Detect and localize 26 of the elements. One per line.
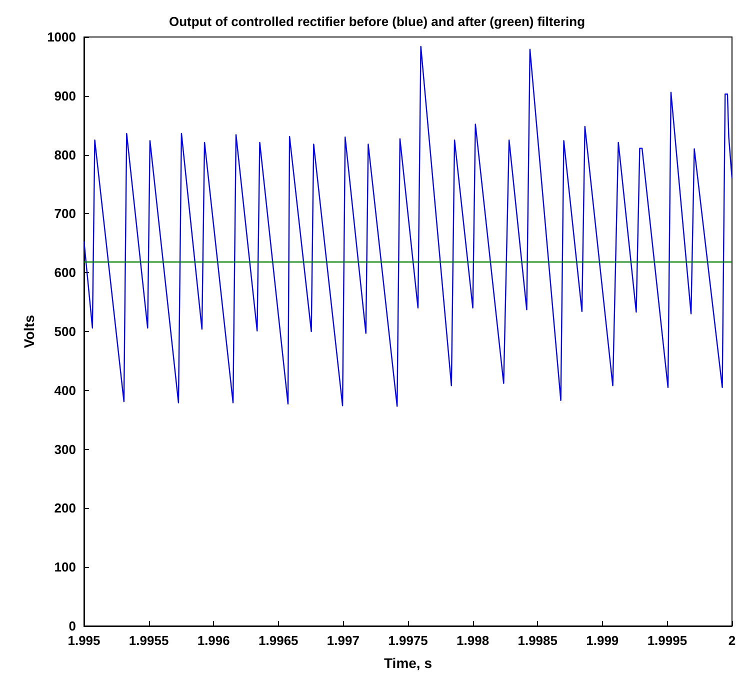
y-tick-label: 0 <box>68 618 76 634</box>
y-tick-label: 800 <box>54 147 76 162</box>
y-axis-title: Volts <box>21 314 38 348</box>
y-tick-label: 900 <box>54 88 76 104</box>
y-tick-label: 400 <box>54 382 76 398</box>
x-tick-label: 1.9975 <box>388 633 428 648</box>
y-tick-label: 200 <box>54 500 76 516</box>
y-tick-label: 300 <box>54 442 76 457</box>
y-tick-label: 600 <box>54 265 76 280</box>
x-tick-label: 2 <box>728 633 736 648</box>
x-tick-label: 1.9965 <box>258 633 298 648</box>
y-tick-label: 500 <box>54 324 76 339</box>
x-tick-label: 1.9985 <box>518 633 558 648</box>
x-tick-label: 1.999 <box>586 633 619 648</box>
line-series <box>83 46 733 407</box>
x-tick-label: 1.996 <box>197 633 230 648</box>
x-tick-label: 1.997 <box>326 633 360 648</box>
y-tick-label: 700 <box>54 206 76 222</box>
x-tick-label: 1.9995 <box>647 633 688 648</box>
x-tick-label: 1.998 <box>456 633 490 648</box>
x-tick-label: 1.9955 <box>128 633 169 648</box>
y-tick-label: 100 <box>54 560 76 575</box>
y-tick-label: 1000 <box>47 30 76 44</box>
chart-title: Output of controlled rectifier before (blue) and after (green) filtering <box>168 14 586 29</box>
x-axis-title: Time, s <box>384 655 432 671</box>
x-tick-label: 1.995 <box>68 633 100 648</box>
